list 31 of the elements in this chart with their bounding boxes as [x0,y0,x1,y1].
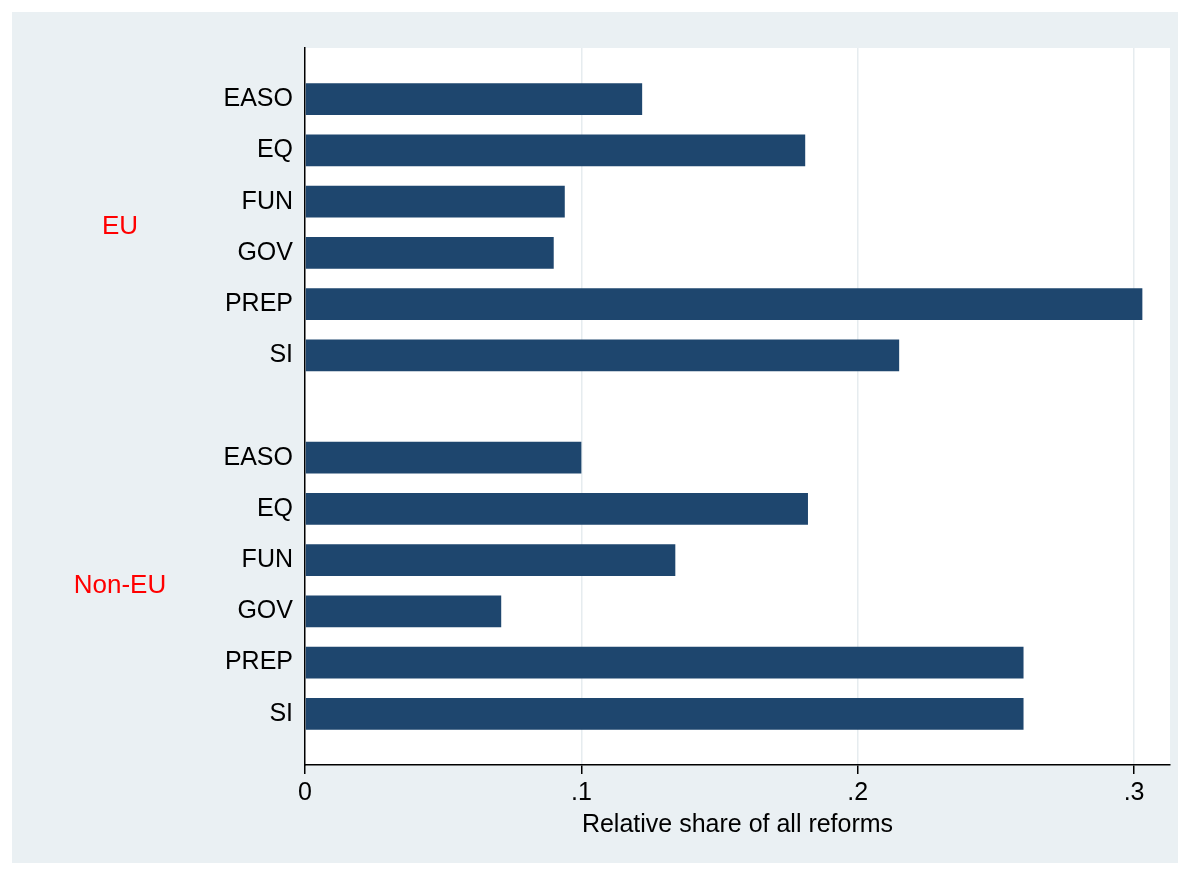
y-tick-label: FUN [241,544,293,573]
x-axis-title: Relative share of all reforms [581,808,894,837]
text: Non-EU [73,568,167,599]
y-tick-label: SI [269,339,293,368]
y-tick-label: EASO [223,83,293,112]
y-tick-label: EQ [256,134,293,163]
bar [305,288,1143,320]
bar [305,134,806,167]
x-tick-label: .3 [1123,776,1145,805]
y-tick-label: SI [269,697,293,726]
x-tick-label: 0 [298,776,312,805]
bar [305,441,582,474]
y-tick-label: GOV [237,236,294,265]
y-tick-label: PREP [224,287,293,316]
y-tick-label: FUN [241,185,293,214]
x-tick-label: .2 [847,776,869,805]
y-tick-label: EASO [223,441,293,470]
y-tick-label: PREP [224,646,293,675]
text: EU [101,210,139,241]
bar [305,236,554,269]
bar [305,185,565,218]
y-tick-label: EQ [256,492,293,521]
bar [305,544,676,577]
bar [305,493,808,525]
bar [305,83,643,116]
bar [305,646,1024,679]
bar [305,339,900,372]
bar [305,697,1024,730]
y-tick-label: GOV [237,595,294,624]
bar [305,595,502,628]
x-tick-label: .1 [570,776,592,805]
